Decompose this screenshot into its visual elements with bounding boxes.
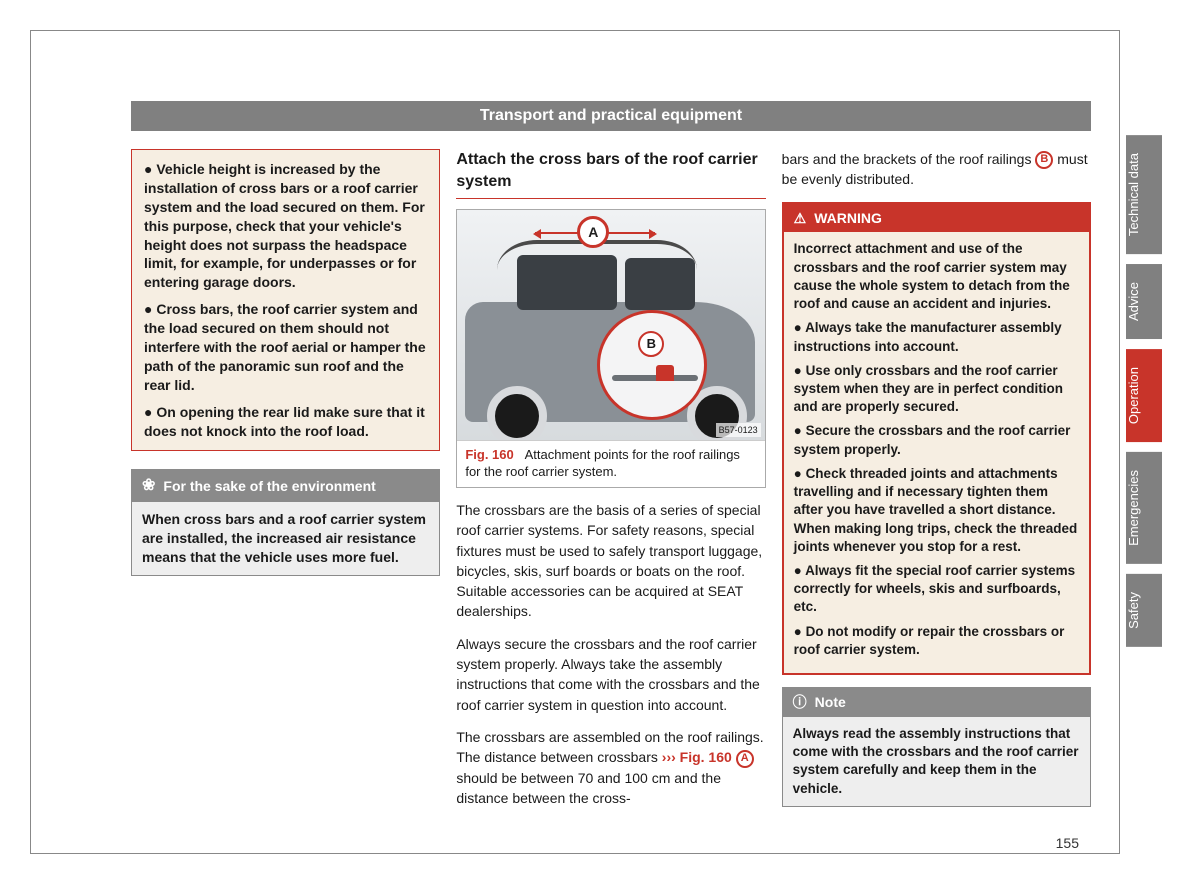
- tab-advice[interactable]: Advice: [1126, 264, 1162, 339]
- car-window-shape: [625, 258, 695, 310]
- rail-shape: [612, 375, 698, 381]
- circle-label-b: B: [1035, 151, 1053, 169]
- continuation-paragraph: bars and the brackets of the roof railin…: [782, 149, 1091, 190]
- caution-continuation-box: Vehicle height is increased by the insta…: [131, 149, 440, 451]
- caution-item: On opening the rear lid make sure that i…: [144, 403, 427, 441]
- figure-caption: Fig. 160 Attachment points for the roof …: [457, 440, 764, 487]
- caution-item: Vehicle height is increased by the insta…: [144, 160, 427, 292]
- warning-intro: Incorrect attachment and use of the cros…: [794, 240, 1079, 313]
- column-3: bars and the brackets of the roof railin…: [782, 149, 1091, 808]
- warning-item: Check threaded joints and attachments tr…: [794, 465, 1079, 556]
- column-2: Attach the cross bars of the roof carrie…: [456, 149, 765, 808]
- warning-body: Incorrect attachment and use of the cros…: [784, 232, 1089, 673]
- warning-title: WARNING: [814, 209, 882, 228]
- callout-label-b: B: [638, 331, 664, 357]
- foot-shape: [656, 365, 674, 381]
- environment-box: ❀ For the sake of the environment When c…: [131, 469, 440, 575]
- tab-operation[interactable]: Operation: [1126, 349, 1162, 442]
- page-frame: Transport and practical equipment Vehicl…: [30, 30, 1120, 854]
- warning-item: Use only crossbars and the roof carrier …: [794, 362, 1079, 417]
- note-title: Note: [815, 693, 846, 712]
- side-tabs: Technical data Advice Operation Emergenc…: [1126, 135, 1162, 657]
- warning-item: Always take the manufacturer assembly in…: [794, 319, 1079, 355]
- figure-crossref: ››› Fig. 160: [662, 749, 732, 765]
- environment-body: When cross bars and a roof carrier syste…: [132, 502, 439, 575]
- figure-image: A B B57-0123: [457, 210, 764, 440]
- figure-box: A B B57-0123 Fig. 160 Attachment p: [456, 209, 765, 488]
- section-header: Transport and practical equipment: [131, 101, 1091, 131]
- image-code: B57-0123: [716, 423, 761, 437]
- body-paragraph: The crossbars are assembled on the roof …: [456, 727, 765, 808]
- car-wheel-shape: [487, 386, 547, 440]
- warning-item: Secure the crossbars and the roof carrie…: [794, 422, 1079, 458]
- warning-header: ⚠ WARNING: [784, 204, 1089, 233]
- section-title: Attach the cross bars of the roof carrie…: [456, 149, 765, 199]
- text-run: bars and the brackets of the roof railin…: [782, 151, 1032, 167]
- callout-detail-b: B: [597, 310, 707, 420]
- column-1: Vehicle height is increased by the insta…: [131, 149, 440, 808]
- car-window-shape: [517, 255, 617, 310]
- warning-item: Always fit the special roof carrier syst…: [794, 562, 1079, 617]
- caution-item: Cross bars, the roof carrier system and …: [144, 300, 427, 394]
- environment-title: For the sake of the environment: [163, 477, 375, 496]
- note-header: ⓘ Note: [783, 688, 1090, 717]
- text-run: should be between 70 and 100 cm and the …: [456, 770, 721, 806]
- tab-emergencies[interactable]: Emergencies: [1126, 452, 1162, 564]
- note-body: Always read the assembly instructions th…: [783, 717, 1090, 806]
- figure-ref: Fig. 160: [465, 447, 513, 462]
- circle-label-a: A: [736, 750, 754, 768]
- info-icon: ⓘ: [793, 693, 807, 712]
- warning-box: ⚠ WARNING Incorrect attachment and use o…: [782, 202, 1091, 675]
- body-paragraph: The crossbars are the basis of a series …: [456, 500, 765, 622]
- body-paragraph: Always secure the crossbars and the roof…: [456, 634, 765, 715]
- tab-technical-data[interactable]: Technical data: [1126, 135, 1162, 254]
- warning-item: Do not modify or repair the crossbars or…: [794, 623, 1079, 659]
- tab-safety[interactable]: Safety: [1126, 574, 1162, 647]
- flower-icon: ❀: [142, 475, 155, 497]
- warning-icon: ⚠: [794, 209, 807, 228]
- page-content: Transport and practical equipment Vehicl…: [131, 101, 1121, 808]
- page-number: 155: [1056, 835, 1079, 851]
- environment-header: ❀ For the sake of the environment: [132, 470, 439, 502]
- note-box: ⓘ Note Always read the assembly instruct…: [782, 687, 1091, 807]
- columns: Vehicle height is increased by the insta…: [131, 149, 1091, 808]
